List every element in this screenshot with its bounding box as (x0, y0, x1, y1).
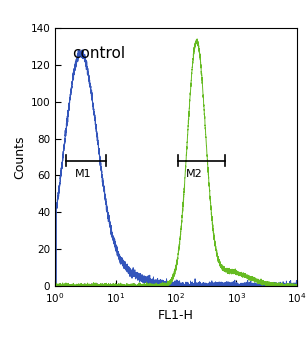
Text: M1: M1 (75, 169, 92, 179)
Y-axis label: Counts: Counts (13, 135, 26, 179)
Text: M2: M2 (186, 169, 203, 179)
X-axis label: FL1-H: FL1-H (158, 309, 194, 322)
Text: control: control (72, 46, 125, 61)
